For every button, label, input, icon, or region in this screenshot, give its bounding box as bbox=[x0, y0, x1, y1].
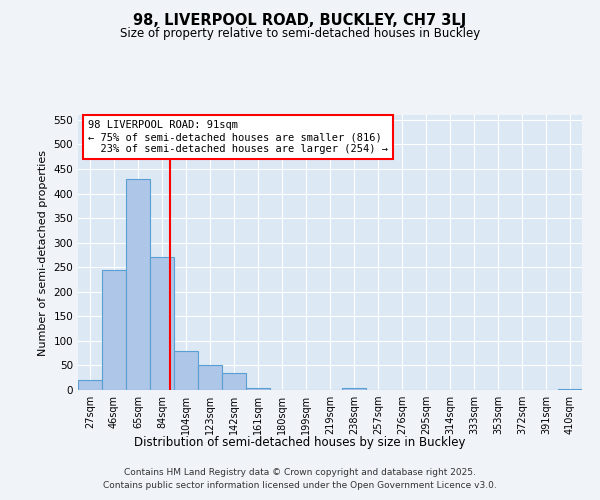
Bar bbox=[246, 388, 270, 390]
Bar bbox=[198, 366, 222, 390]
Text: Distribution of semi-detached houses by size in Buckley: Distribution of semi-detached houses by … bbox=[134, 436, 466, 449]
Bar bbox=[78, 380, 102, 390]
Bar bbox=[102, 270, 126, 390]
Bar bbox=[342, 388, 366, 390]
Text: Contains HM Land Registry data © Crown copyright and database right 2025.: Contains HM Land Registry data © Crown c… bbox=[124, 468, 476, 477]
Bar bbox=[150, 258, 174, 390]
Bar bbox=[558, 389, 582, 390]
Text: Contains public sector information licensed under the Open Government Licence v3: Contains public sector information licen… bbox=[103, 480, 497, 490]
Y-axis label: Number of semi-detached properties: Number of semi-detached properties bbox=[38, 150, 48, 356]
Bar bbox=[126, 179, 150, 390]
Bar bbox=[174, 350, 198, 390]
Text: 98 LIVERPOOL ROAD: 91sqm
← 75% of semi-detached houses are smaller (816)
  23% o: 98 LIVERPOOL ROAD: 91sqm ← 75% of semi-d… bbox=[88, 120, 388, 154]
Bar bbox=[222, 373, 246, 390]
Text: Size of property relative to semi-detached houses in Buckley: Size of property relative to semi-detach… bbox=[120, 28, 480, 40]
Text: 98, LIVERPOOL ROAD, BUCKLEY, CH7 3LJ: 98, LIVERPOOL ROAD, BUCKLEY, CH7 3LJ bbox=[133, 12, 467, 28]
